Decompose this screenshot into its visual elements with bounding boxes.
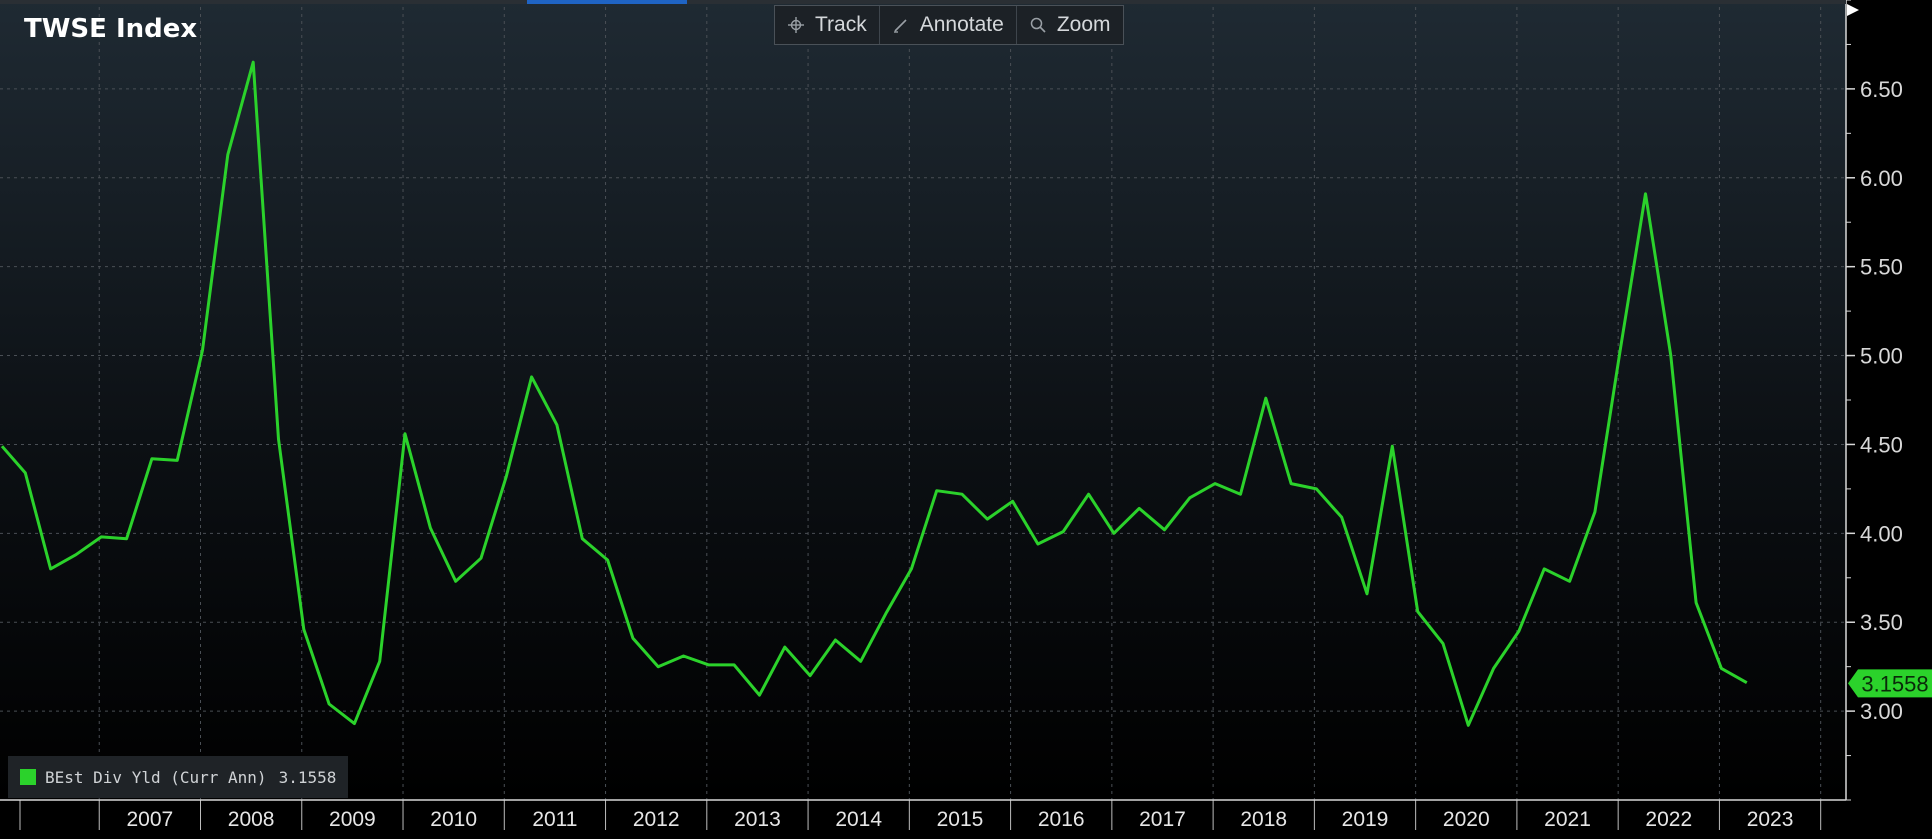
series-layer xyxy=(0,60,1748,727)
x-tick-label: 2014 xyxy=(835,808,882,831)
value-label-layer: 3.1558 xyxy=(1848,669,1932,698)
x-tick-label: 2011 xyxy=(532,808,577,831)
chart-legend[interactable]: BEst Div Yld (Curr Ann) 3.1558 xyxy=(8,756,349,798)
y-axis-arrow xyxy=(1847,4,1859,16)
plot-background xyxy=(0,0,1846,800)
last-value-label: 3.1558 xyxy=(1848,669,1932,698)
y-tick-label: 5.50 xyxy=(1860,255,1903,280)
x-tick-label: 2008 xyxy=(228,808,275,831)
axes: 3.00 3.50 4.00 4.50 5.00 5.50 6.00 6.50 2007 2008… xyxy=(0,0,1903,831)
x-tick-label: 2023 xyxy=(1747,808,1794,831)
x-tick-label: 2019 xyxy=(1342,808,1389,831)
zoom-label: Zoom xyxy=(1056,13,1111,36)
x-tick-label: 2022 xyxy=(1645,808,1692,831)
x-tick-label: 2013 xyxy=(734,808,781,831)
legend-swatch xyxy=(20,769,36,785)
x-tick-label: 2009 xyxy=(329,808,376,831)
track-button[interactable]: Track xyxy=(775,6,880,44)
y-tick-label: 6.00 xyxy=(1860,166,1903,191)
annotate-label: Annotate xyxy=(919,13,1004,36)
y-tick-label: 5.00 xyxy=(1860,344,1903,369)
x-tick-label: 2017 xyxy=(1139,808,1186,831)
x-tick-label: 2015 xyxy=(937,808,984,831)
top-strip xyxy=(0,0,1846,4)
x-tick-label: 2012 xyxy=(633,808,680,831)
last-value-badge xyxy=(1848,669,1932,698)
y-tick-label: 3.50 xyxy=(1860,610,1903,635)
zoom-button[interactable]: Zoom xyxy=(1017,6,1123,44)
x-tick-label: 2016 xyxy=(1038,808,1085,831)
x-tick-label: 2020 xyxy=(1443,808,1490,831)
chart-toolbar: Track Annotate Zoom xyxy=(774,5,1124,45)
series-line xyxy=(0,60,1748,727)
y-tick-label: 4.00 xyxy=(1860,521,1903,546)
chart-title: TWSE Index xyxy=(24,14,198,44)
track-label: Track xyxy=(815,13,867,36)
legend-series-value: 3.1558 xyxy=(278,767,337,787)
active-tab-indicator[interactable] xyxy=(527,0,687,4)
legend-series-name: BEst Div Yld (Curr Ann) xyxy=(45,767,267,787)
x-tick-label: 2018 xyxy=(1240,808,1287,831)
x-tick-label: 2007 xyxy=(127,808,174,831)
magnifier-icon xyxy=(1030,17,1046,33)
y-tick-label: 4.50 xyxy=(1860,432,1903,457)
last-value-text: 3.1558 xyxy=(1861,671,1928,696)
y-tick-label: 6.50 xyxy=(1860,77,1903,102)
crosshair-icon xyxy=(788,17,804,33)
pencil-icon xyxy=(893,19,907,33)
x-tick-label: 2021 xyxy=(1544,808,1591,831)
annotate-button[interactable]: Annotate xyxy=(880,6,1017,44)
x-tick-label: 2010 xyxy=(430,808,477,831)
y-tick-label: 3.00 xyxy=(1860,699,1903,724)
